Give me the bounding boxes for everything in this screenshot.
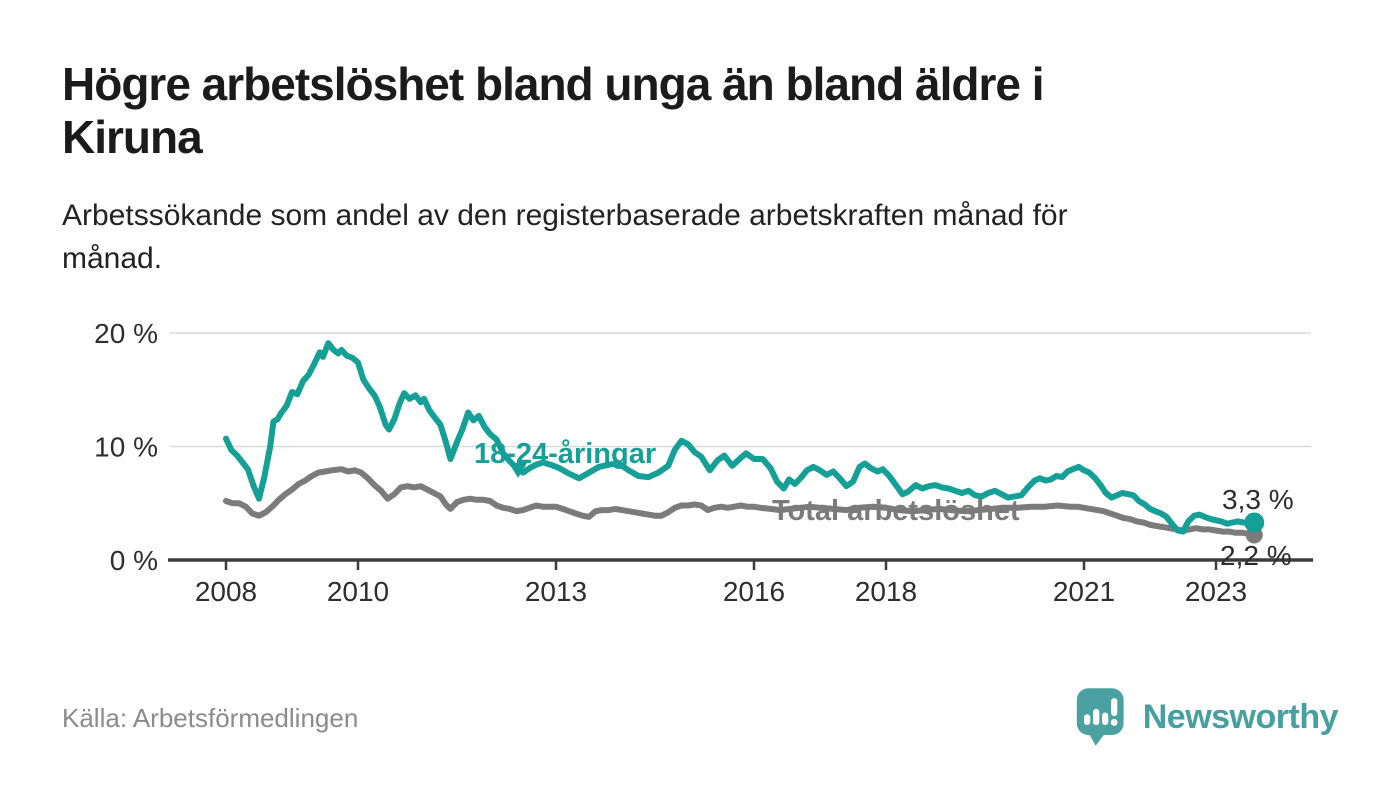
page-title-line1: Högre arbetslöshet bland unga än bland ä…: [62, 58, 1045, 110]
end-value-label-young: 3,3 %: [1222, 484, 1294, 515]
end-value-label-total: 2,2 %: [1220, 540, 1292, 571]
brand-logo: Newsworthy: [1075, 686, 1339, 748]
x-tick-label: 2023: [1185, 576, 1247, 607]
y-tick-label: 20 %: [94, 318, 158, 349]
series-end-dot-young: [1244, 512, 1265, 533]
y-tick-label: 10 %: [94, 432, 158, 463]
series-line-young: [223, 340, 1258, 535]
x-tick-label: 2018: [855, 576, 917, 607]
brand-name: Newsworthy: [1142, 697, 1339, 736]
newsworthy-logo-icon: [1076, 688, 1124, 746]
page-subtitle-line1: Arbetssökande som andel av den registerb…: [62, 199, 1068, 232]
series-label-total: Total arbetslöshet: [772, 495, 1020, 527]
page-title: Högre arbetslöshet bland unga än bland ä…: [62, 58, 1242, 164]
page-subtitle-line2: månad.: [62, 242, 163, 275]
page-title-line2: Kiruna: [62, 111, 203, 163]
x-tick-label: 2016: [723, 576, 785, 607]
x-tick-label: 2013: [525, 576, 587, 607]
y-tick-label: 0 %: [110, 545, 158, 576]
series-label-young: 18-24-åringar: [474, 438, 657, 470]
page-subtitle: Arbetssökande som andel av den registerb…: [62, 194, 1302, 280]
x-tick-label: 2008: [195, 576, 257, 607]
series-young-pointer-icon: [509, 463, 527, 478]
series-line-total: [223, 466, 1258, 538]
source-caption: Källa: Arbetsförmedlingen: [62, 703, 359, 733]
x-tick-label: 2010: [327, 576, 389, 607]
x-tick-label: 2021: [1053, 576, 1115, 607]
